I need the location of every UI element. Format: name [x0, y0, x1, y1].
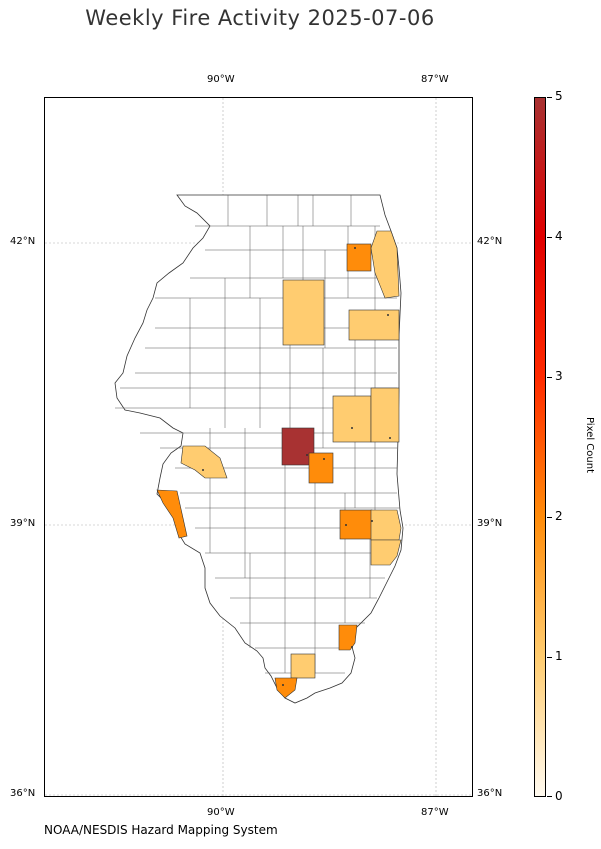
colorbar-label-4: 4 — [555, 229, 563, 243]
county-fire-johnson-1 — [290, 653, 316, 679]
colorbar-label-2: 2 — [555, 509, 563, 523]
source-attribution: NOAA/NESDIS Hazard Mapping System — [44, 823, 278, 837]
county-fire-woodford-1 — [282, 279, 325, 346]
fire-point — [323, 458, 325, 460]
colorbar — [534, 97, 546, 797]
colorbar-tick — [547, 237, 552, 238]
lat-label-right-42n: 42°N — [477, 236, 503, 247]
fire-point — [351, 427, 353, 429]
county-fire-morgan-1 — [180, 445, 228, 479]
lat-label-right-39n: 39°N — [477, 518, 503, 529]
lat-label-left-36n: 36°N — [10, 788, 36, 799]
lon-label-bottom-90w: 90°W — [207, 807, 235, 818]
county-fire-alexander-2 — [274, 677, 298, 699]
lat-label-left-39n: 39°N — [10, 518, 36, 529]
county-fire-jasper-2 — [339, 509, 373, 540]
colorbar-tick — [547, 657, 552, 658]
fire-point — [306, 454, 308, 456]
colorbar-tick — [547, 517, 552, 518]
county-fire-crawford-1 — [370, 509, 402, 541]
county-fire-north-2 — [346, 243, 372, 272]
illinois-state-outline — [114, 194, 404, 704]
colorbar-tick — [547, 377, 552, 378]
county-fire-lawrence-1 — [370, 539, 402, 566]
colorbar-tick — [547, 97, 552, 98]
county-fire-vermilion-1 — [370, 387, 400, 443]
fire-point — [389, 437, 391, 439]
colorbar-tick — [547, 796, 552, 797]
county-fire-will-1 — [348, 309, 400, 341]
colorbar-label-1: 1 — [555, 649, 563, 663]
county-borders — [115, 195, 400, 674]
lon-label-top-87w: 87°W — [421, 74, 449, 85]
county-fire-northeast-1 — [370, 230, 400, 299]
fire-point — [345, 524, 347, 526]
colorbar-label-5: 5 — [555, 89, 563, 103]
map-title: Weekly Fire Activity 2025-07-06 — [85, 6, 435, 30]
map-panel[interactable] — [44, 97, 473, 797]
county-fire-livingston-1 — [332, 395, 372, 443]
fire-point — [202, 469, 204, 471]
fire-counties — [156, 230, 402, 699]
colorbar-title: Pixel Count — [584, 417, 595, 474]
lat-label-right-36n: 36°N — [477, 788, 503, 799]
fire-point — [354, 247, 356, 249]
colorbar-label-0: 0 — [555, 789, 563, 803]
lon-label-bottom-87w: 87°W — [421, 807, 449, 818]
county-fire-gallatin-2 — [338, 624, 358, 651]
county-fire-christian-2 — [308, 452, 334, 484]
fire-detection-points — [202, 247, 391, 686]
fire-point — [351, 646, 353, 648]
county-fire-sangamon-5 — [281, 427, 315, 466]
fire-point — [371, 520, 373, 522]
colorbar-label-3: 3 — [555, 369, 563, 383]
lon-label-top-90w: 90°W — [207, 74, 235, 85]
fire-point — [387, 314, 389, 316]
county-fire-pike-2 — [156, 489, 188, 539]
illinois-map — [45, 98, 472, 796]
lat-label-left-42n: 42°N — [10, 236, 36, 247]
fire-point — [282, 684, 284, 686]
